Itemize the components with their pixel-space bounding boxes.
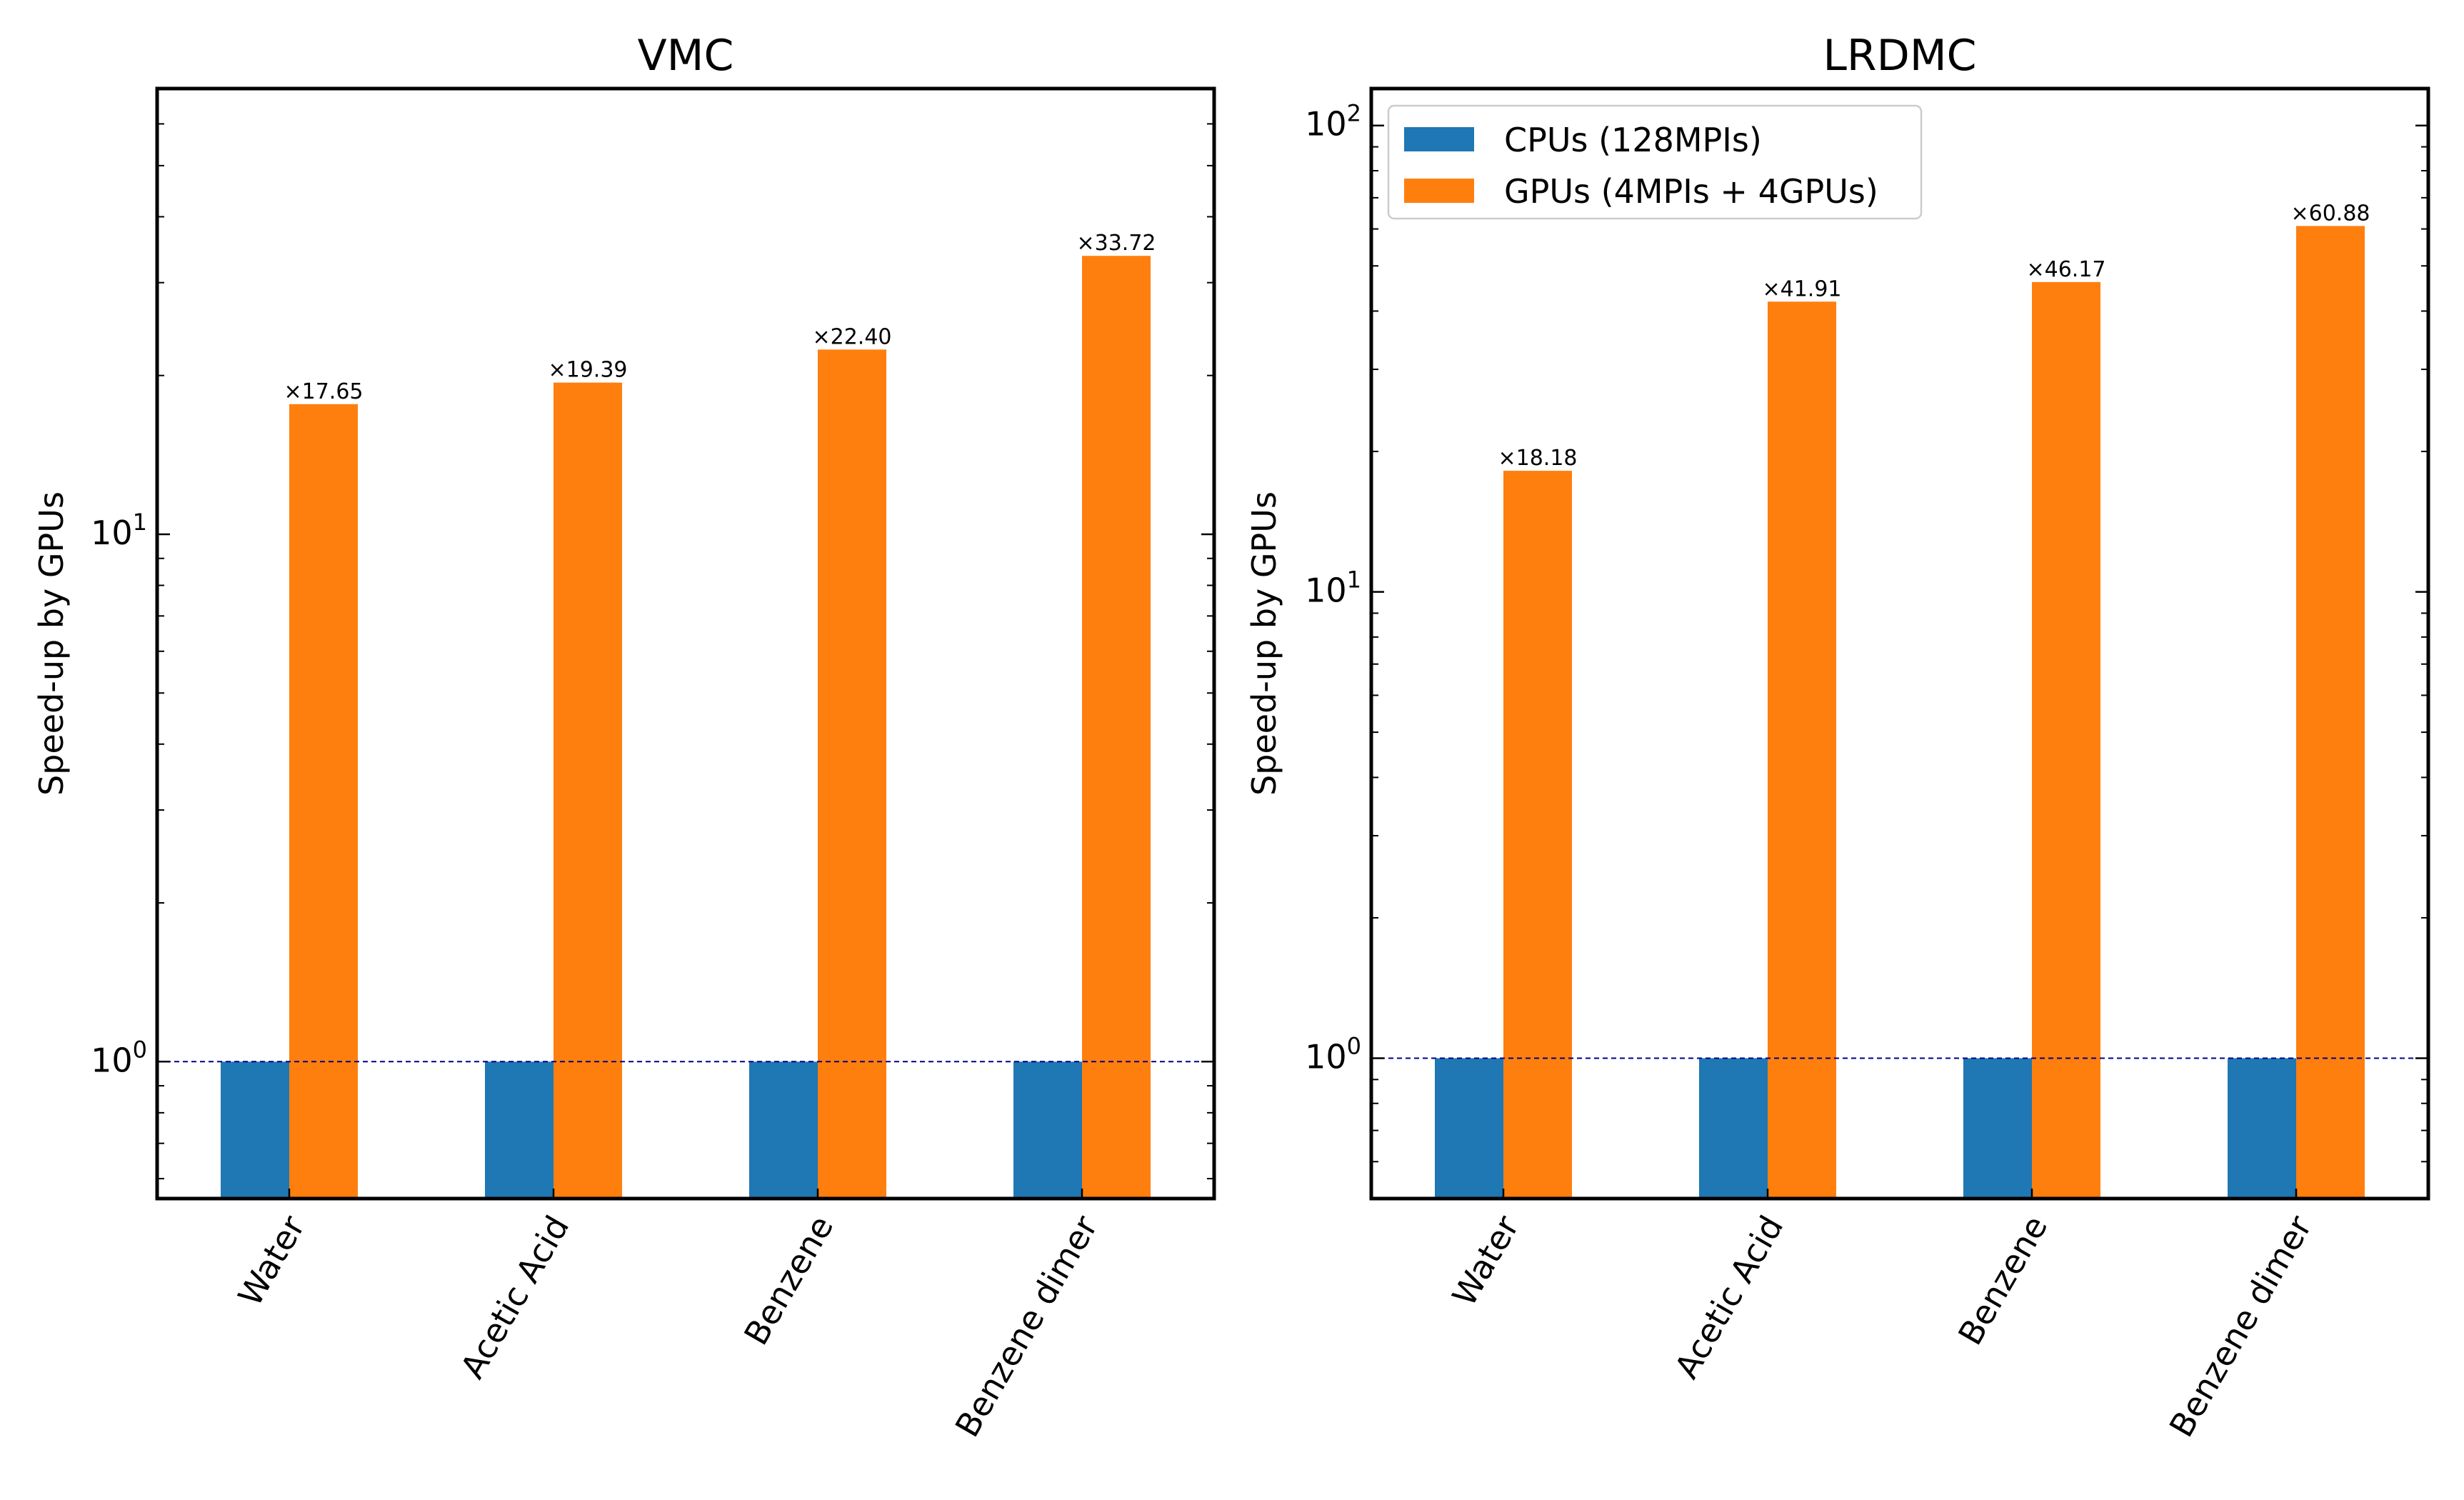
gpu-bar (554, 382, 622, 1199)
y-tick-label: 100 (91, 1036, 147, 1079)
gpu-bar (2296, 226, 2365, 1199)
data-label: ×17.65 (284, 379, 363, 404)
legend-box (1387, 104, 1923, 220)
gpu-bar (289, 404, 358, 1199)
plot-frame (155, 86, 1216, 1201)
category-label: Benzene (1950, 1209, 2055, 1351)
category-label: Acetic Acid (453, 1209, 576, 1385)
data-label: ×18.18 (1498, 446, 1577, 471)
data-label: ×41.91 (1762, 276, 1841, 301)
gpu-bar (818, 349, 886, 1199)
category-label: Benzene (736, 1209, 841, 1351)
y-tick-label: 101 (1305, 566, 1361, 610)
y-tick-label: 102 (1305, 100, 1361, 144)
cpu-bar (1699, 1058, 1768, 1199)
cpu-bar (749, 1061, 818, 1199)
legend: CPUs (128MPIs) GPUs (4MPIs + 4GPUs) (1387, 104, 1923, 220)
legend-swatch (1404, 127, 1474, 151)
y-tick-label: 100 (1305, 1032, 1361, 1076)
vmc-panel: VMC Speed-up by GPUs ×17.65 Water ×19.39 Acet… (32, 31, 1216, 1444)
cpu-bar (1013, 1061, 1082, 1199)
category-label: Water (1445, 1209, 1527, 1313)
legend-label: GPUs (4MPIs + 4GPUs) (1504, 172, 1878, 211)
y-axis-label: Speed-up by GPUs (1245, 491, 1283, 796)
y-axis-label: Speed-up by GPUs (32, 491, 71, 796)
data-label: ×60.88 (2290, 201, 2370, 226)
cpu-bar (1963, 1058, 2032, 1199)
y-tick-label: 101 (91, 509, 147, 552)
data-label: ×22.40 (812, 324, 891, 349)
category-label: Benzene dimer (948, 1209, 1106, 1444)
chart-title: LRDMC (1823, 31, 1977, 81)
chart-title: VMC (638, 31, 734, 81)
lrdmc-panel: LRDMC Speed-up by GPUs ×18.18 Water ×41.91 Ac… (1245, 31, 2430, 1444)
category-label: Benzene dimer (2162, 1209, 2320, 1444)
data-label: ×19.39 (548, 358, 627, 383)
cpu-bar (485, 1061, 554, 1199)
legend-label: CPUs (128MPIs) (1504, 121, 1762, 159)
gpu-bar (2032, 281, 2100, 1199)
legend-swatch (1404, 179, 1474, 203)
category-label: Water (231, 1209, 313, 1313)
plot-frame (1369, 86, 2430, 1201)
gpu-bar (1082, 256, 1151, 1199)
data-label: ×46.17 (2026, 257, 2105, 282)
data-label: ×33.72 (1076, 231, 1156, 256)
cpu-bar (2228, 1058, 2296, 1199)
gpu-bar (1768, 301, 1836, 1199)
cpu-bar (1435, 1058, 1503, 1199)
cpu-bar (221, 1061, 289, 1199)
category-label: Acetic Acid (1667, 1209, 1791, 1385)
gpu-bar (1503, 471, 1572, 1199)
